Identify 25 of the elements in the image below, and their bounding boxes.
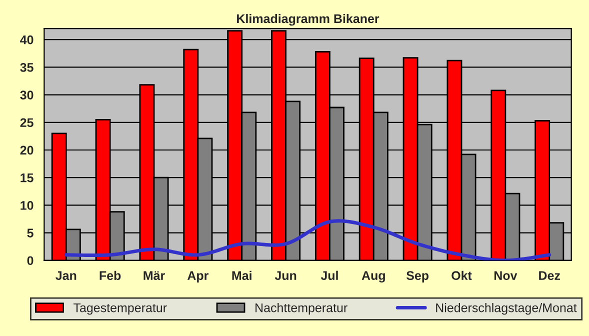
y-tick-label: 25 (20, 118, 34, 128)
x-tick-label: Okt (452, 270, 472, 280)
x-tick-label: Sep (406, 271, 429, 282)
x-tick-label: Mär (144, 271, 165, 280)
x-tick-label: Apr (187, 271, 209, 282)
legend-label: Tagestemperatur (74, 303, 167, 315)
y-tick-label: 40 (20, 35, 34, 44)
y-tick-label: 0 (27, 256, 34, 266)
y-tick-label: 5 (27, 228, 34, 238)
y-tick-label: 10 (20, 201, 34, 210)
legend-label: Niederschlagstage/Monat (436, 303, 577, 315)
x-tick-label: Mai (232, 270, 252, 280)
x-tick-label: Jun (274, 271, 296, 280)
y-tick-label: 35 (20, 63, 34, 72)
x-tick-label: Feb (100, 270, 121, 280)
y-tick-label: 20 (20, 146, 34, 155)
x-tick-label: Aug (362, 271, 385, 282)
y-tick-label: 15 (20, 174, 34, 182)
x-tick-label: Nov (494, 271, 518, 280)
legend-label: Nachttemperatur (256, 303, 348, 315)
chart-title: Klimadiagramm Bikaner (237, 14, 380, 26)
x-tick-label: Jan (56, 271, 76, 280)
y-tick-label: 30 (20, 90, 34, 100)
x-tick-label: Dez (539, 271, 560, 280)
x-tick-label: Jul (320, 270, 338, 280)
